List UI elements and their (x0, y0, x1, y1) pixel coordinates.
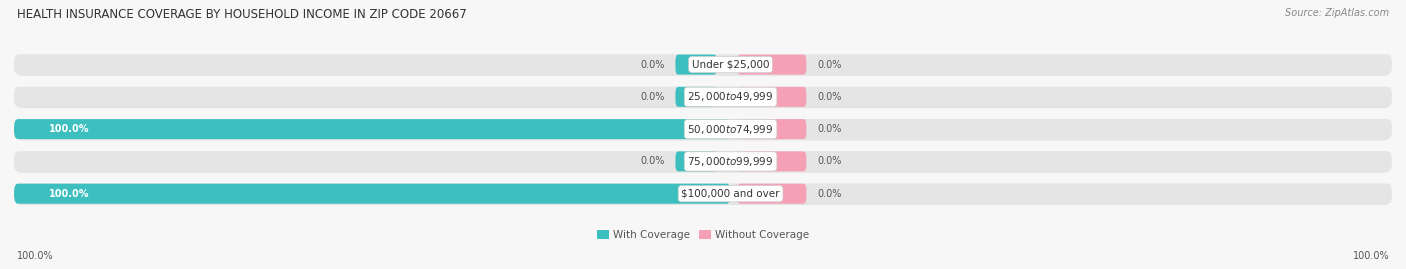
FancyBboxPatch shape (14, 55, 1392, 75)
Text: 0.0%: 0.0% (817, 59, 842, 70)
FancyBboxPatch shape (14, 151, 1392, 171)
FancyBboxPatch shape (14, 184, 731, 204)
Text: 100.0%: 100.0% (1353, 251, 1389, 261)
Text: $100,000 and over: $100,000 and over (682, 189, 780, 199)
Text: 0.0%: 0.0% (640, 156, 665, 167)
FancyBboxPatch shape (17, 55, 1389, 76)
FancyBboxPatch shape (675, 151, 717, 171)
Text: 100.0%: 100.0% (17, 251, 53, 261)
FancyBboxPatch shape (738, 55, 807, 75)
Text: 0.0%: 0.0% (640, 92, 665, 102)
FancyBboxPatch shape (675, 87, 717, 107)
Text: 0.0%: 0.0% (817, 124, 842, 134)
Text: 0.0%: 0.0% (817, 156, 842, 167)
FancyBboxPatch shape (738, 87, 807, 107)
Text: 0.0%: 0.0% (817, 92, 842, 102)
Text: HEALTH INSURANCE COVERAGE BY HOUSEHOLD INCOME IN ZIP CODE 20667: HEALTH INSURANCE COVERAGE BY HOUSEHOLD I… (17, 8, 467, 21)
FancyBboxPatch shape (14, 87, 1392, 107)
Text: 100.0%: 100.0% (48, 124, 89, 134)
FancyBboxPatch shape (17, 119, 1389, 140)
FancyBboxPatch shape (675, 55, 717, 75)
FancyBboxPatch shape (738, 184, 807, 204)
FancyBboxPatch shape (738, 151, 807, 171)
Text: Source: ZipAtlas.com: Source: ZipAtlas.com (1285, 8, 1389, 18)
Text: 0.0%: 0.0% (817, 189, 842, 199)
FancyBboxPatch shape (14, 119, 1392, 139)
Text: Under $25,000: Under $25,000 (692, 59, 769, 70)
FancyBboxPatch shape (14, 184, 1392, 204)
FancyBboxPatch shape (17, 87, 1389, 108)
Text: $50,000 to $74,999: $50,000 to $74,999 (688, 123, 773, 136)
FancyBboxPatch shape (738, 119, 807, 139)
Text: $75,000 to $99,999: $75,000 to $99,999 (688, 155, 773, 168)
FancyBboxPatch shape (17, 151, 1389, 173)
FancyBboxPatch shape (17, 184, 1389, 205)
Text: 0.0%: 0.0% (640, 59, 665, 70)
Legend: With Coverage, Without Coverage: With Coverage, Without Coverage (596, 230, 810, 240)
Text: $25,000 to $49,999: $25,000 to $49,999 (688, 90, 773, 103)
FancyBboxPatch shape (14, 119, 731, 139)
Text: 100.0%: 100.0% (48, 189, 89, 199)
